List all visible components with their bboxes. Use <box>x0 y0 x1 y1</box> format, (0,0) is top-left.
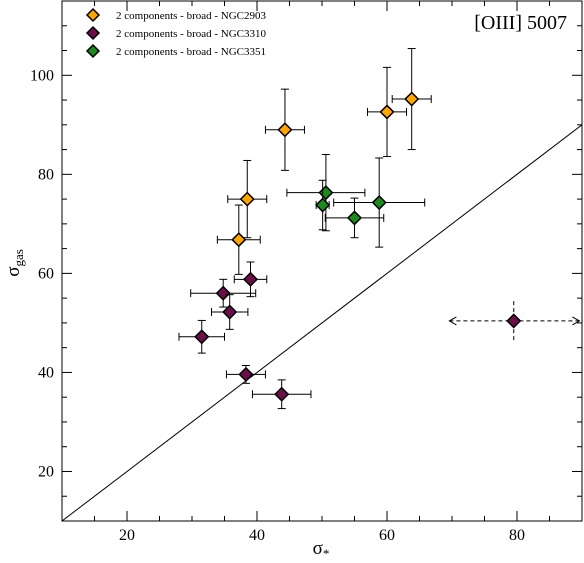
one-to-one-line <box>61 124 583 522</box>
data-point-group <box>211 294 249 330</box>
data-point <box>371 195 387 211</box>
x-axis-label: σ* <box>313 538 330 561</box>
reference-line-group <box>61 124 583 522</box>
legend: 2 components - broad - NGC2903 2 componen… <box>85 7 267 59</box>
data-point-group <box>216 204 261 275</box>
data-point-group <box>251 379 312 410</box>
y-axis-label-sub: gas <box>11 249 26 266</box>
y-tick-label: 40 <box>38 364 54 381</box>
data-point-group <box>264 88 305 171</box>
x-tick-label: 40 <box>249 527 265 544</box>
data-point-group <box>233 261 268 298</box>
legend-label: 2 components - broad - NGC3351 <box>116 46 266 58</box>
data-point <box>215 285 231 301</box>
data-point-group <box>324 197 385 239</box>
y-tick-label: 100 <box>30 67 54 84</box>
data-point-group <box>367 66 407 158</box>
data-point <box>318 185 334 201</box>
data-point-group <box>225 364 266 384</box>
data-point-group <box>178 319 225 354</box>
data-point <box>194 329 210 345</box>
data-point <box>274 386 290 402</box>
arrow-right <box>572 316 581 326</box>
arrow-left <box>448 316 457 326</box>
data-point-group <box>315 179 331 231</box>
special-data-point <box>506 313 522 329</box>
data-point <box>239 191 255 207</box>
data-point <box>231 232 247 248</box>
plot-frame <box>61 0 583 522</box>
data-point-group <box>227 159 268 239</box>
data-point <box>238 366 254 382</box>
legend-marker <box>85 25 101 41</box>
chart-title: [OIII] 5007 <box>474 12 567 34</box>
data-point-group <box>391 48 432 151</box>
data-point <box>379 104 395 120</box>
data-marks <box>178 48 581 410</box>
y-tick-label: 80 <box>38 166 54 183</box>
data-point <box>315 197 331 213</box>
axis-ticks: 20 40 60 80 20 40 60 80 100 <box>30 1 582 544</box>
x-axis-label-main: σ <box>313 538 323 559</box>
data-point <box>222 304 238 320</box>
x-tick-label: 60 <box>379 527 395 544</box>
data-point <box>277 122 293 138</box>
legend-marker <box>85 7 101 23</box>
y-axis-label-main: σ <box>3 267 24 277</box>
y-tick-label: 20 <box>38 463 54 480</box>
data-point <box>404 91 420 107</box>
legend-label: 2 components - broad - NGC3310 <box>116 28 267 40</box>
special-point-group <box>448 301 581 341</box>
legend-label: 2 components - broad - NGC2903 <box>116 10 267 22</box>
y-axis-label: σgas <box>3 249 26 277</box>
y-tick-label: 60 <box>38 265 54 282</box>
data-point <box>242 271 259 287</box>
data-point-group <box>333 157 426 248</box>
legend-marker <box>85 43 101 59</box>
data-point-group <box>190 278 257 308</box>
x-axis-label-sub: * <box>323 546 330 561</box>
x-tick-label: 80 <box>509 527 525 544</box>
x-tick-label: 20 <box>119 527 135 544</box>
data-point <box>346 210 363 226</box>
